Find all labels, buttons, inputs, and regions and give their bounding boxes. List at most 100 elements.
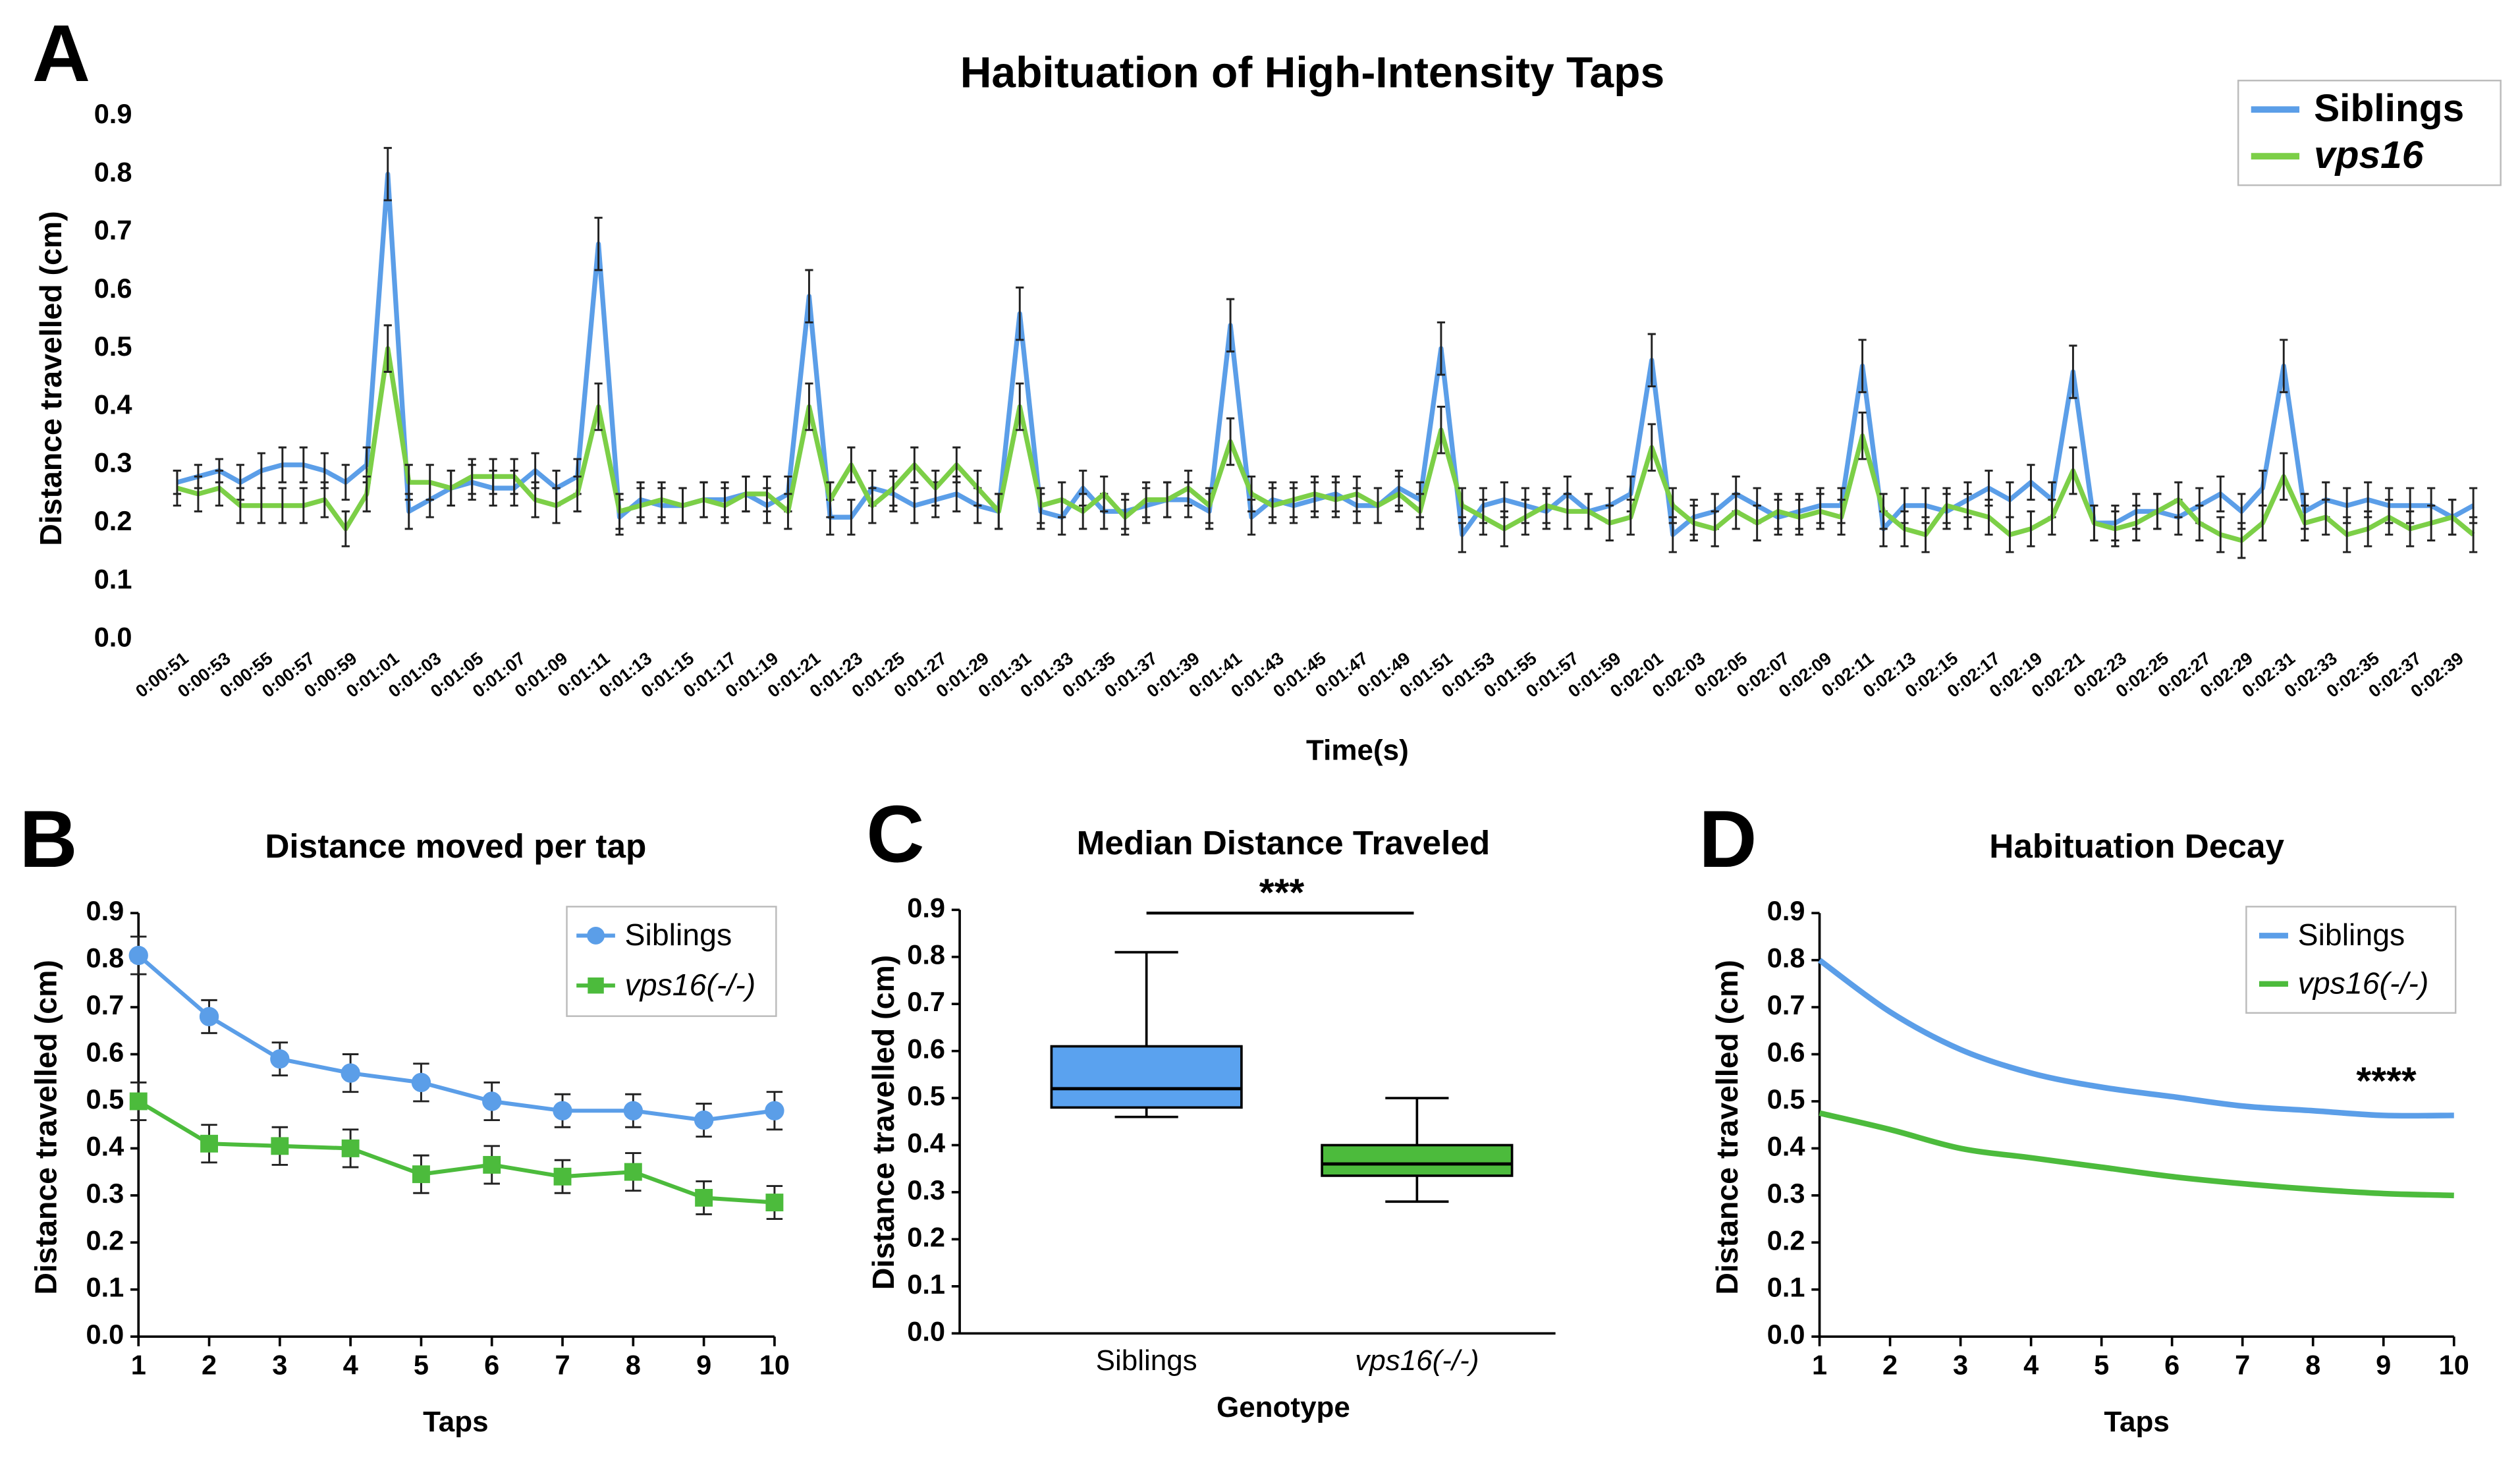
error-bar: [931, 470, 940, 507]
error-bar: [1732, 493, 1740, 530]
error-bar: [615, 493, 624, 530]
y-tick-label: 0.6: [1767, 1037, 1805, 1068]
error-bar: [383, 147, 392, 202]
panel-letter: D: [1699, 794, 1757, 884]
y-tick-label: 0.5: [907, 1080, 945, 1111]
marker: [623, 1101, 643, 1120]
marker: [624, 1163, 642, 1181]
error-bar: [236, 487, 244, 524]
y-tick-label: 0.4: [1767, 1130, 1805, 1161]
error-bar: [278, 487, 287, 524]
y-tick-label: 0.9: [1767, 895, 1805, 926]
x-axis-title: Taps: [2104, 1406, 2169, 1438]
marker: [411, 1072, 431, 1093]
error-bar: [1711, 510, 1719, 547]
y-tick-label: 0.1: [1767, 1272, 1805, 1303]
error-bar: [2069, 344, 2077, 399]
error-bar: [341, 510, 350, 547]
error-bar: [1184, 470, 1193, 507]
x-tick-label: 2: [202, 1350, 217, 1381]
marker: [200, 1134, 218, 1153]
marker: [199, 1006, 219, 1027]
legend-box: [566, 906, 777, 1017]
x-tick-label: 6: [484, 1350, 499, 1381]
error-bar: [257, 487, 265, 524]
error-bar: [1373, 487, 1383, 524]
error-bar: [299, 446, 308, 483]
x-tick-label: 6: [2164, 1350, 2179, 1381]
marker: [128, 945, 148, 966]
y-tick-label: 0.2: [907, 1221, 945, 1252]
error-bar: [1037, 487, 1045, 524]
x-tick-label: 4: [343, 1350, 358, 1381]
y-tick-label: 0.6: [86, 1037, 124, 1068]
x-tick-label: 4: [2023, 1350, 2039, 1381]
x-tick-label: 10: [2439, 1350, 2469, 1381]
error-bar: [1500, 510, 1508, 547]
error-bar: [194, 475, 203, 512]
y-tick-label: 0.9: [94, 98, 132, 129]
legend-box: [2237, 80, 2502, 186]
series-line: [1819, 1110, 2454, 1199]
error-bar: [847, 446, 856, 483]
error-bar: [1226, 298, 1235, 353]
x-tick-label: 2: [1882, 1350, 1898, 1381]
error-bar: [1647, 423, 1656, 472]
y-tick-label: 0.7: [1767, 989, 1805, 1020]
error-bar: [531, 481, 539, 518]
error-bar: [805, 269, 813, 323]
y-tick-label: 0.0: [86, 1319, 124, 1350]
error-bar: [2237, 522, 2246, 559]
error-bar: [489, 458, 497, 495]
x-tick-label: 1: [131, 1350, 146, 1381]
series-line: [137, 1099, 775, 1205]
legend-label: Siblings: [625, 918, 732, 952]
error-bar: [2069, 446, 2077, 495]
error-bar: [2385, 499, 2394, 536]
error-bar: [995, 493, 1003, 530]
error-bar: [1394, 475, 1404, 512]
error-bar: [721, 487, 729, 524]
y-tick-label: 0.1: [907, 1269, 945, 1300]
error-bar: [1437, 406, 1446, 454]
error-bar: [1437, 321, 1446, 376]
error-bar: [952, 446, 961, 483]
legend-marker: [588, 977, 604, 994]
error-bar: [1016, 287, 1024, 341]
error-bar: [552, 487, 561, 524]
error-bar: [215, 470, 223, 507]
x-tick-label: 3: [272, 1350, 287, 1381]
error-bar: [2174, 481, 2183, 518]
legend-label: vps16(-/-): [625, 968, 756, 1002]
whisker-low: [1114, 1107, 1178, 1118]
error-bar: [805, 382, 813, 431]
chart-title: Median Distance Traveled: [1077, 824, 1491, 862]
error-bar: [2364, 510, 2372, 547]
y-tick-label: 0.5: [86, 1084, 124, 1115]
error-bar: [2090, 505, 2098, 541]
error-bar: [1058, 481, 1066, 518]
error-bar: [2195, 505, 2204, 541]
error-bar: [636, 487, 645, 524]
error-bar: [1563, 493, 1572, 530]
annotation: ***: [1259, 871, 1305, 914]
error-bar: [1458, 487, 1467, 524]
y-tick-label: 0.5: [94, 331, 132, 362]
marker: [765, 1101, 784, 1120]
series-line: [176, 171, 2475, 537]
error-bar: [868, 487, 877, 524]
marker: [694, 1110, 714, 1130]
error-bar: [1163, 481, 1172, 518]
error-bar: [2406, 510, 2415, 547]
error-bar: [404, 464, 413, 501]
chart-title: Habituation Decay: [1989, 827, 2284, 865]
error-bar: [1879, 493, 1888, 530]
chart-title: Distance moved per tap: [265, 827, 646, 865]
error-bar: [573, 475, 582, 512]
y-tick-label: 0.5: [1767, 1084, 1805, 1115]
error-bar: [2216, 516, 2225, 553]
error-bar: [1226, 417, 1235, 466]
error-bar: [1837, 499, 1846, 536]
error-bar: [1310, 475, 1319, 512]
